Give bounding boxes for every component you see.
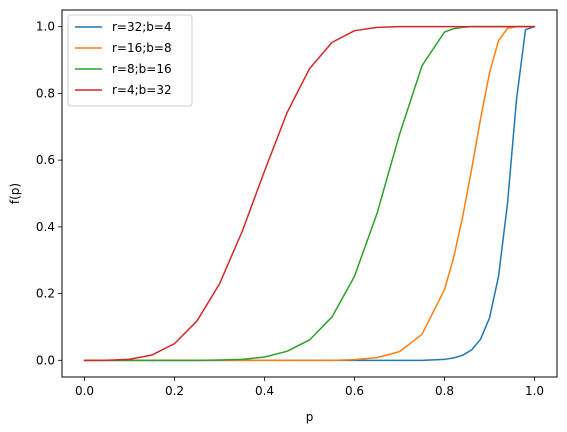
- x-tick-label: 0.2: [165, 384, 184, 398]
- legend-frame: [67, 14, 193, 107]
- legend-label-3: r=8;b=16: [112, 62, 172, 76]
- y-tick-label: 0.6: [36, 153, 55, 167]
- y-tick-label: 1.0: [36, 20, 55, 34]
- legend: r=32;b=4 r=16;b=8 r=8;b=16 r=4;b=32: [67, 14, 193, 107]
- legend-label-1: r=32;b=4: [112, 20, 172, 34]
- x-tick-label: 0.4: [255, 384, 274, 398]
- legend-label-4: r=4;b=32: [112, 83, 172, 97]
- y-tick-label: 0.2: [36, 287, 55, 301]
- y-axis-label: f(p): [8, 183, 22, 204]
- x-axis-label: p: [306, 410, 314, 424]
- x-tick-label: 0.6: [345, 384, 364, 398]
- plot-layer: [83, 25, 536, 362]
- y-tick-label: 0.0: [36, 353, 55, 367]
- x-tick-label: 1.0: [525, 384, 544, 398]
- x-tick-label: 0.8: [435, 384, 454, 398]
- y-tick-label: 0.8: [36, 86, 55, 100]
- y-tick-label: 0.4: [36, 220, 55, 234]
- plot-frame: [61, 9, 558, 378]
- x-axis: 0.0 0.2 0.4 0.6 0.8 1.0: [75, 377, 544, 398]
- y-axis: 0.0 0.2 0.4 0.6 0.8 1.0: [36, 20, 62, 367]
- legend-label-2: r=16;b=8: [112, 41, 172, 55]
- x-tick-label: 0.0: [75, 384, 94, 398]
- series-line-4: [83, 25, 536, 362]
